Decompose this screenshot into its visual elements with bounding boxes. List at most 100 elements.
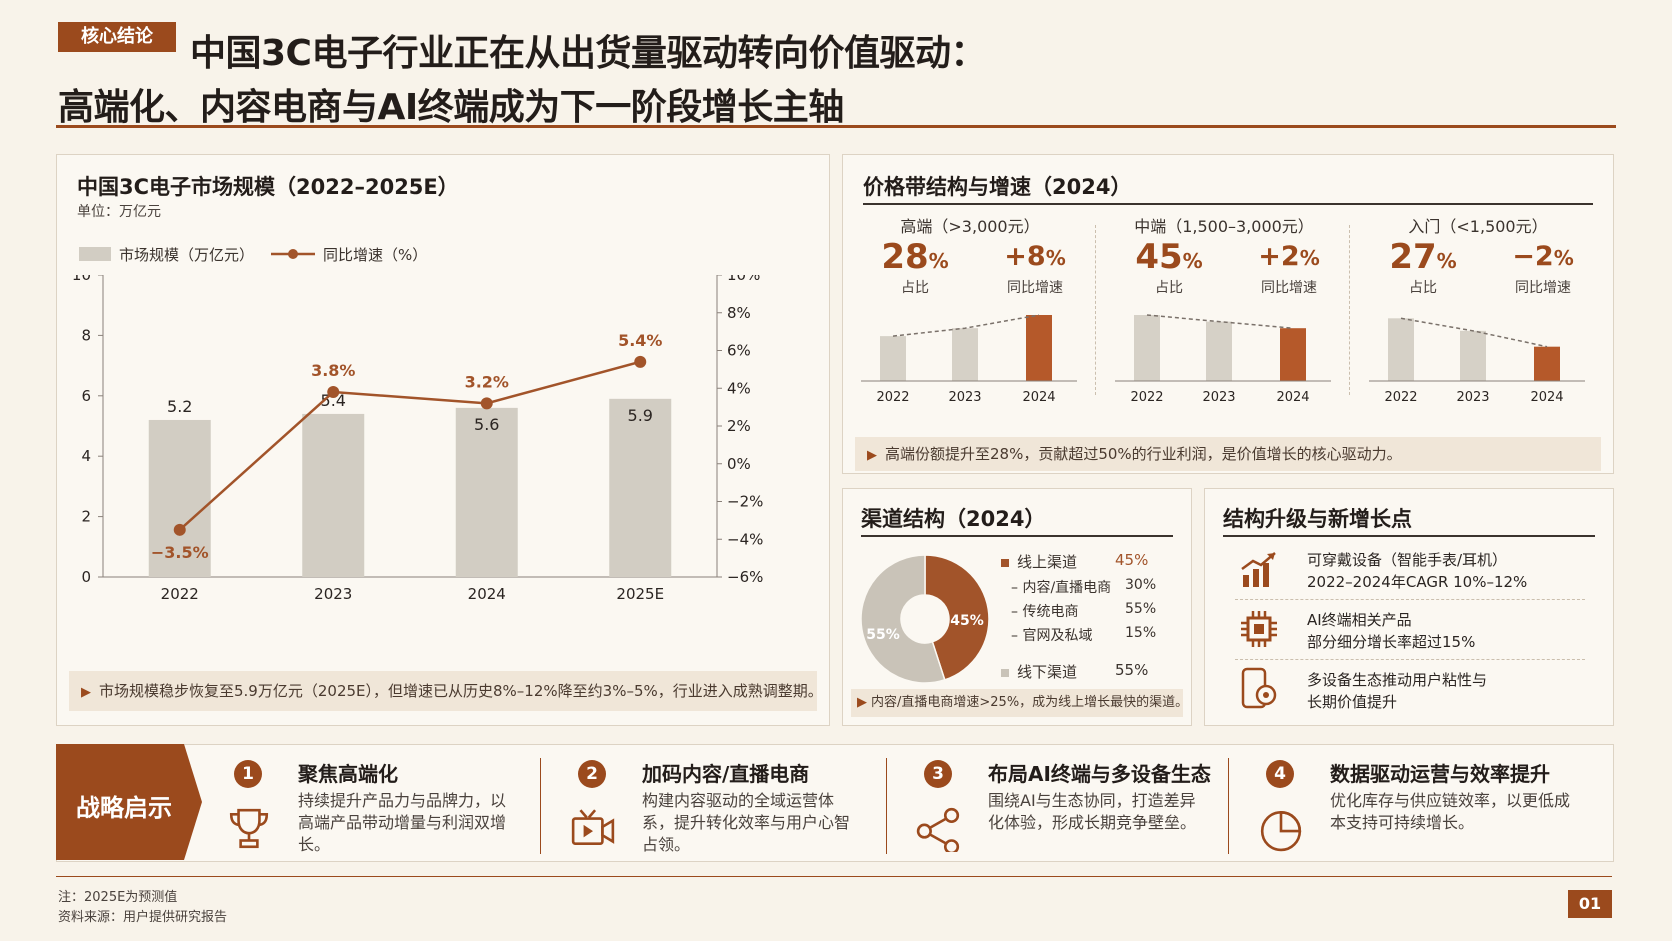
- price-band-mini-bar: [1280, 328, 1306, 381]
- trophy-icon: [226, 806, 272, 856]
- price-band-year-label: 2022: [1384, 390, 1417, 405]
- core-conclusion-tag: 核心结论: [58, 22, 176, 52]
- growth-rate-point: [480, 397, 493, 410]
- growth-title-rule: [1223, 535, 1595, 537]
- strategy-item-desc: 优化库存与供应链效率，以更低成本支持可持续增长。: [1330, 791, 1571, 832]
- growth-caption: 同比增速: [1515, 280, 1571, 296]
- price-band-year-label: 2024: [1276, 390, 1309, 405]
- growth-rate-label: −3.5%: [151, 543, 209, 562]
- offline-slice: [860, 554, 946, 684]
- price-band-share: 28%: [875, 237, 955, 277]
- right-tick-label: 10%: [727, 275, 760, 284]
- legend-line-label: 同比增速（%）: [323, 246, 428, 264]
- footer-note: 注：2025E为预测值: [58, 890, 178, 905]
- strategy-item-title: 加码内容/直播电商: [642, 762, 810, 786]
- price-band-title: 价格带结构与增速（2024）: [863, 175, 1132, 199]
- channel-title-rule: [861, 535, 1173, 537]
- channel-sub-value: 30%: [1125, 577, 1157, 593]
- pie-chart-icon: [1258, 806, 1304, 856]
- offline-square-icon: [1001, 669, 1009, 677]
- channel-sub-item: – 传统电商: [1011, 604, 1079, 620]
- legend-bar-label: 市场规模（万亿元）: [119, 246, 255, 264]
- price-band-trend-line: [892, 314, 1040, 337]
- market-note: 市场规模稳步恢复至5.9万亿元（2025E），但增速已从历史8%–12%降至约3…: [99, 682, 823, 700]
- channel-donut-chart: 45% 55%: [860, 554, 990, 684]
- price-band-mini-bar: [1460, 330, 1486, 381]
- market-size-panel: 中国3C电子市场规模（2022–2025E） 单位：万亿元 市场规模（万亿元） …: [56, 154, 830, 726]
- market-size-bar-label: 5.2: [167, 397, 192, 416]
- price-band-mini-chart: 2022 2023 2024: [1115, 314, 1331, 405]
- growth-item-3-line2: 长期价值提升: [1307, 693, 1398, 711]
- offline-channel-row: 线下渠道: [1001, 661, 1077, 682]
- price-band-mini-bar: [1534, 346, 1560, 381]
- growth-rate-label: 3.2%: [465, 372, 509, 391]
- market-size-bar-label: 5.4: [321, 391, 346, 410]
- note-arrow-icon: ▶: [81, 685, 91, 700]
- online-square-icon: [1001, 559, 1009, 567]
- share-caption: 占比: [901, 280, 929, 296]
- price-band-note-bar: ▶ 高端份额提升至28%，贡献超过50%的行业利润，是价值增长的核心驱动力。: [855, 437, 1601, 471]
- growth-caption: 同比增速: [1007, 280, 1063, 296]
- price-band-share: 27%: [1383, 237, 1463, 277]
- x-tick-label: 2023: [314, 585, 352, 603]
- channel-sub-value: 15%: [1125, 625, 1157, 641]
- price-band-growth: −2%: [1493, 241, 1593, 272]
- price-band-trend-line: [1400, 317, 1548, 348]
- price-band-note: 高端份额提升至28%，贡献超过50%的行业利润，是价值增长的核心驱动力。: [885, 445, 1402, 463]
- channel-note-bar: ▶ 内容/直播电商增速>25%，成为线上增长最快的渠道。: [851, 689, 1188, 717]
- growth-rate-point: [634, 355, 647, 368]
- channel-sub-item: – 内容/直播电商: [1011, 580, 1112, 596]
- right-tick-label: 6%: [727, 342, 751, 360]
- page-title-line1: 中国3C电子行业正在从出货量驱动转向价值驱动：: [190, 33, 986, 74]
- strategy-item-desc: 构建内容驱动的全域运营体系，提升转化效率与用户心智占领。: [642, 791, 851, 854]
- price-band-year-label: 2022: [1130, 390, 1163, 405]
- price-band-year-label: 2023: [948, 390, 981, 405]
- price-band-share: 45%: [1129, 237, 1209, 277]
- market-size-bar-label: 5.6: [474, 415, 499, 434]
- growth-divider-1: [1235, 599, 1585, 600]
- market-size-bar: [455, 407, 518, 577]
- market-chart-title: 中国3C电子市场规模（2022–2025E）: [77, 175, 459, 199]
- offline-label: 线下渠道: [1017, 663, 1078, 681]
- price-band-name: 中端（1,500–3,000元）: [1134, 217, 1314, 236]
- strategy-label-arrow: [56, 744, 202, 860]
- price-band-growth: +2%: [1239, 241, 1339, 272]
- channel-title: 渠道结构（2024）: [861, 507, 1046, 531]
- growth-rate-label: 5.4%: [618, 331, 662, 350]
- price-band-name: 入门（<1,500元）: [1408, 217, 1548, 236]
- right-tick-label: −4%: [727, 530, 763, 548]
- growth-item-1-line1: 可穿戴设备（智能手表/耳机）: [1307, 551, 1508, 569]
- strategy-divider: [540, 758, 541, 854]
- growth-item-3-line1: 多设备生态推动用户粘性与: [1307, 671, 1488, 689]
- market-size-bar: [148, 419, 211, 577]
- share-pct: %: [928, 249, 949, 273]
- price-band-mini-chart: 2022 2023 2024: [861, 314, 1077, 405]
- growth-rate-point: [327, 386, 340, 399]
- share-value: 28: [881, 237, 929, 277]
- left-tick-label: 6: [81, 387, 91, 405]
- footer-source: 资料来源：用户提供研究报告: [58, 910, 228, 925]
- growth-value: −2: [1512, 241, 1554, 272]
- legend-bar-swatch: [79, 247, 111, 261]
- strategy-divider: [886, 758, 887, 854]
- left-tick-label: 8: [81, 326, 91, 344]
- growth-item-2-line2: 部分细分增长率超过15%: [1307, 633, 1476, 651]
- offline-slice-label: 55%: [866, 627, 900, 643]
- growth-rate-point: [173, 523, 186, 536]
- growth-item-1-line2: 2022–2024年CAGR 10%–12%: [1307, 573, 1528, 591]
- right-tick-label: 4%: [727, 379, 751, 397]
- note-arrow-icon: ▶: [867, 448, 877, 463]
- share-value: 45: [1135, 237, 1183, 277]
- online-value: 45%: [1115, 551, 1149, 569]
- price-band-year-label: 2023: [1202, 390, 1235, 405]
- growth-rate-label: 3.8%: [311, 361, 355, 380]
- right-tick-label: 0%: [727, 455, 751, 473]
- share-value: 27: [1389, 237, 1437, 277]
- growth-caption: 同比增速: [1261, 280, 1317, 296]
- legend-line-swatch: [271, 249, 315, 259]
- online-channel-row: 线上渠道: [1001, 551, 1077, 572]
- market-size-bar: [609, 398, 672, 577]
- channel-sub-value: 55%: [1125, 601, 1157, 617]
- market-chart: 0 2 4 6 8 10 −6% −4% −2% 0% 2% 4% 6% 8% 10% 5.2 2022 5.4 2…: [72, 275, 763, 603]
- share-pct: %: [1436, 249, 1457, 273]
